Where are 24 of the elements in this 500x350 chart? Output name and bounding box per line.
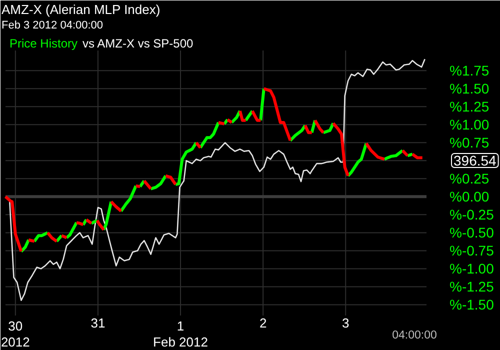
y-tick-label: %0.25	[450, 170, 490, 187]
x-tick-label: 31	[90, 316, 106, 330]
text: 396.54	[454, 152, 497, 168]
x-tick-label: 1 Feb 2012	[153, 318, 208, 350]
x-tick-label: 30 2012	[0, 318, 30, 350]
y-tick-label: %-1.00	[450, 260, 494, 277]
x-tick-label: 3	[342, 316, 350, 330]
y-tick-label: %1.00	[450, 116, 490, 133]
y-tick-label: %-0.25	[450, 206, 494, 223]
y-tick-label: %0.75	[450, 134, 490, 151]
text: 04:00:00	[392, 330, 437, 342]
y-tick-label: %1.75	[450, 62, 490, 79]
chart-title: AMZ-X (Alerian MLP Index)	[2, 2, 160, 17]
y-tick-label: %-0.75	[450, 242, 494, 259]
y-tick-label: %1.50	[450, 80, 490, 97]
y-tick-label: %0.00	[450, 188, 490, 205]
chart-subtitle: Feb 3 2012 04:00:00	[2, 20, 104, 32]
y-tick-label: %-1.25	[450, 278, 494, 295]
text: Price History	[10, 36, 78, 50]
y-tick-label: %-0.50	[450, 224, 494, 241]
text: vs AMZ-X vs SP-500	[82, 36, 194, 50]
y-tick-label: %-1.50	[450, 296, 494, 313]
x-tick-label: 2	[259, 316, 267, 330]
y-tick-label: %1.25	[450, 98, 490, 115]
